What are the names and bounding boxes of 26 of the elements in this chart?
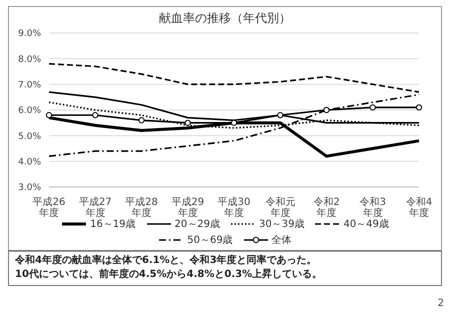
x-tick-label: 令和元年度: [265, 196, 296, 219]
text: 10代については、前年度の4.5%から4.8%と0.3%上昇している。: [15, 268, 324, 282]
y-tick-label: 4.0%: [18, 158, 42, 168]
y-tick-label: 7.0%: [18, 80, 42, 91]
x-tick-label: 平成29年度: [171, 196, 204, 219]
x-tick-label: 令和3年度: [360, 196, 386, 219]
legend-label: 50～69歳: [187, 234, 233, 247]
text: 2: [438, 298, 444, 309]
x-tick-label: 平成28年度: [125, 196, 158, 219]
y-tick-label: 5.0%: [18, 132, 42, 142]
y-tick-label: 3.0%: [18, 183, 42, 194]
legend-label: 30～39歳: [259, 218, 304, 231]
x-tick-label: 令和4年度: [406, 196, 432, 219]
legend-label: 20～29歳: [174, 218, 220, 231]
legend-label: 40～49歳: [343, 218, 389, 231]
x-tick-label: 令和2年度: [313, 196, 340, 219]
y-tick-label: 6.0%: [18, 106, 42, 116]
x-tick-label: 平成30年度: [218, 196, 250, 219]
legend-label: 全体: [272, 234, 292, 247]
x-tick-label: 平成26年度: [32, 196, 66, 219]
text: 令和4年度の献血率は全体で6.1%と、令和3年度と同率であった。: [15, 254, 318, 268]
chart-title: 献血率の推移（年代別）: [158, 10, 292, 27]
y-tick-label: 9.0%: [18, 29, 42, 40]
y-tick-label: 8.0%: [18, 54, 42, 65]
legend-label: 16～19歳: [90, 218, 136, 231]
x-tick-label: 平成27年度: [78, 196, 112, 219]
